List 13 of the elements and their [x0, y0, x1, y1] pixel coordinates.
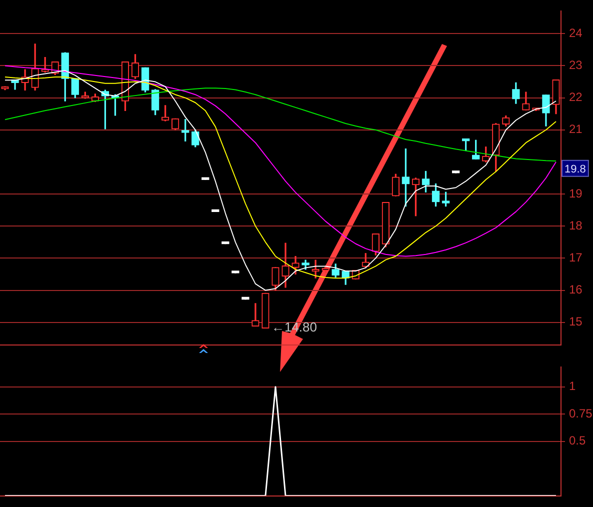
y-tick-label: 16 — [569, 282, 583, 297]
y-tick-label: 0.5 — [569, 434, 586, 448]
y-tick-label: 19 — [569, 186, 583, 200]
annotation: 19.8 — [564, 163, 586, 176]
y-tick-label: 18 — [569, 218, 583, 232]
y-tick-label: 0.75 — [569, 406, 593, 420]
y-tick-label: 22 — [569, 90, 583, 104]
y-tick-label: 17 — [569, 250, 583, 265]
y-tick-label: 1 — [569, 379, 576, 394]
y-tick-label: 24 — [569, 26, 583, 40]
y-tick-label: 21 — [569, 122, 583, 136]
y-tick-label: 15 — [569, 314, 583, 329]
y-tick-label: 23 — [569, 58, 583, 72]
